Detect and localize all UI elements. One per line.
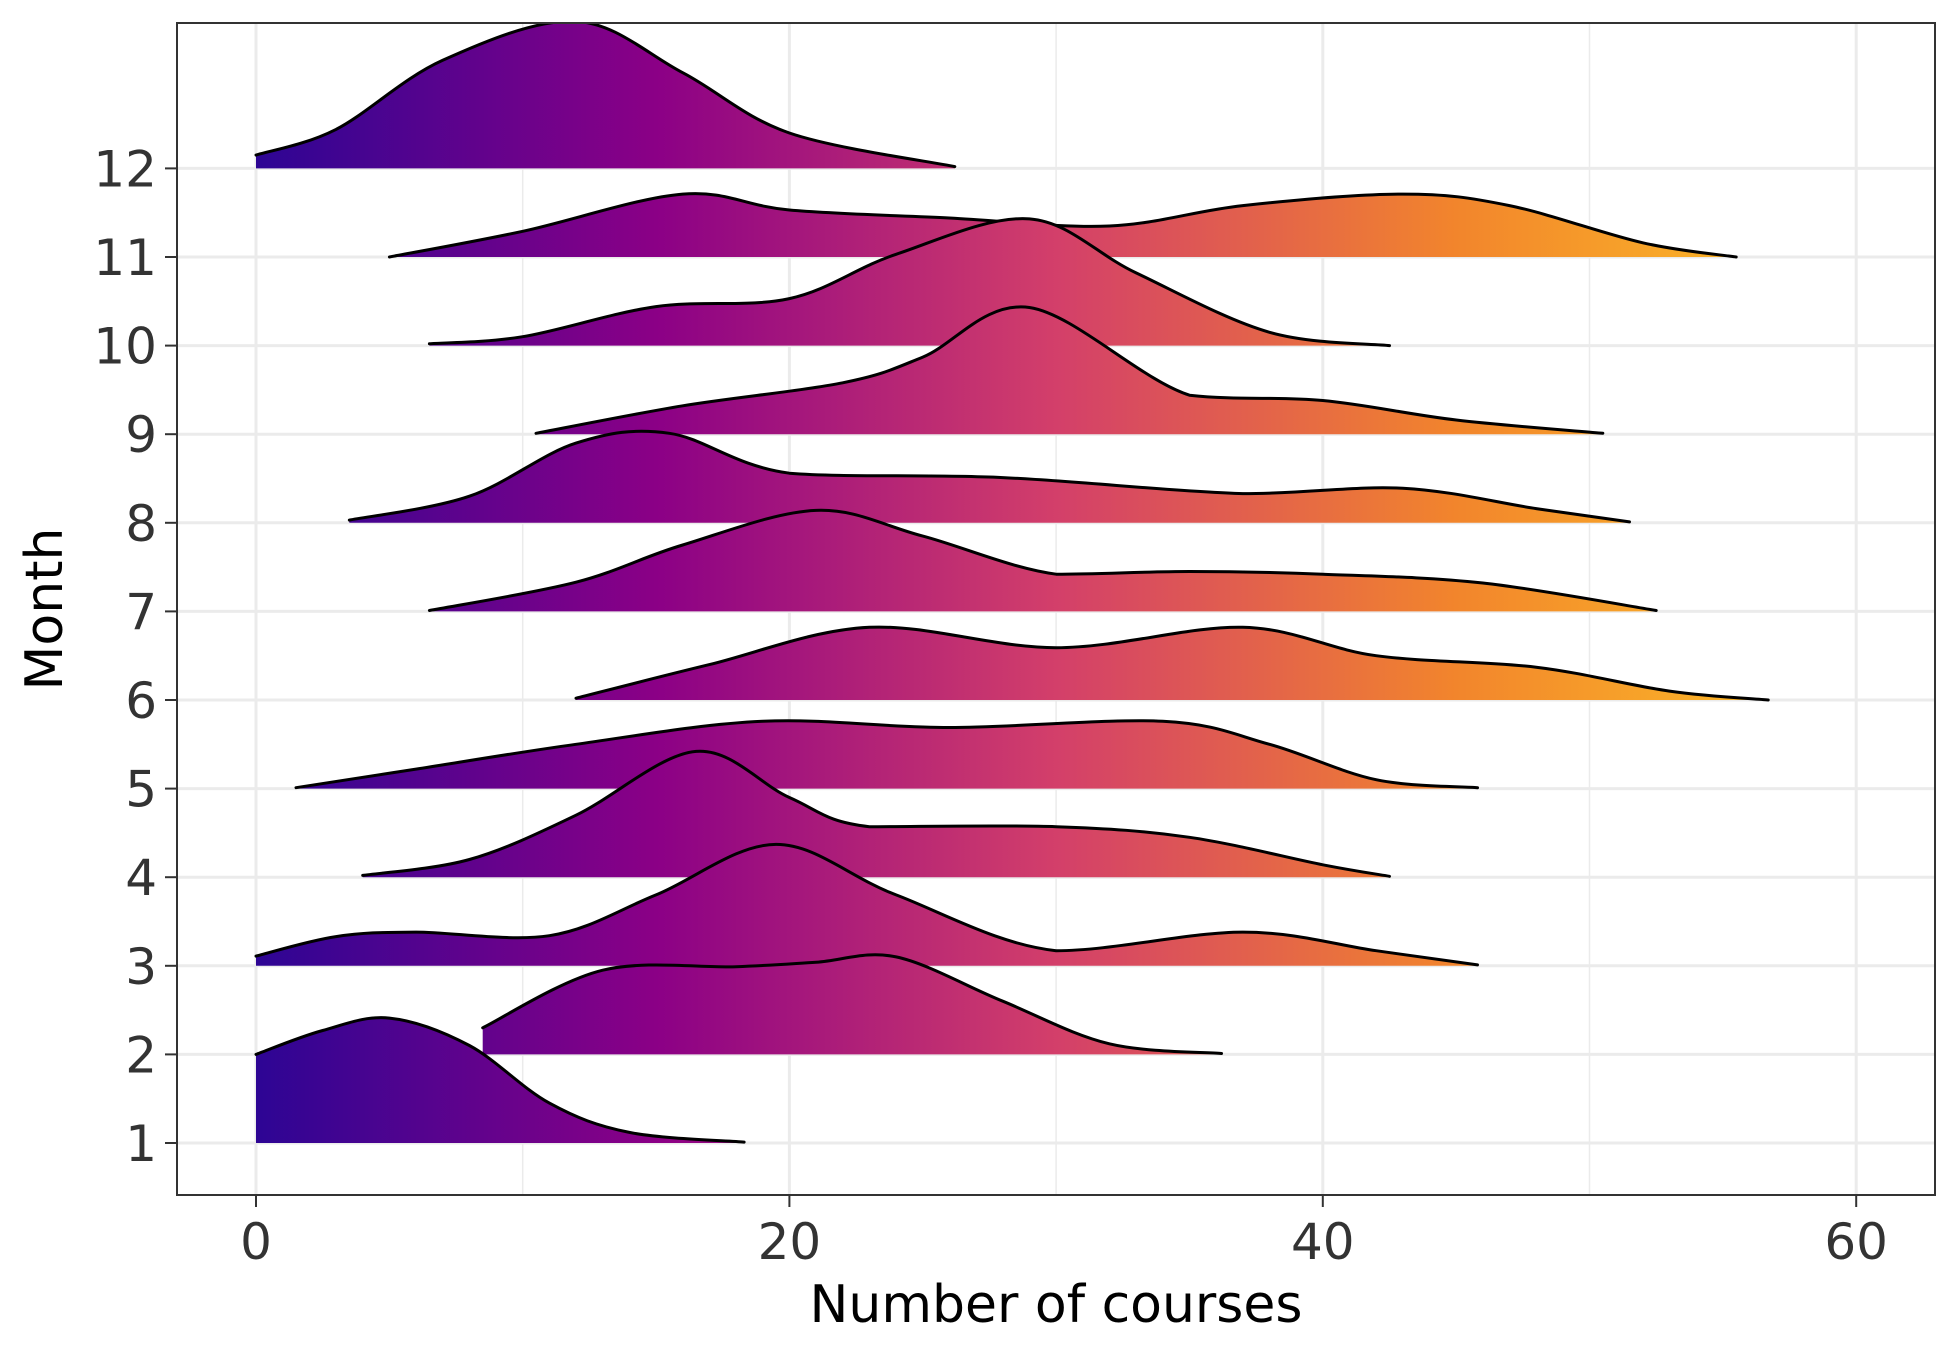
ridge-outline — [427, 217, 1391, 348]
ridge-outline — [294, 719, 1479, 790]
ridge-month-3 — [254, 842, 1479, 967]
x-tick-label: 20 — [758, 1213, 822, 1271]
ridge-outline — [254, 23, 957, 169]
ridge-month-2 — [481, 953, 1223, 1055]
ridge-month-1 — [254, 1016, 746, 1144]
ridge-fill — [482, 954, 1222, 1055]
ridge-outline — [347, 429, 1631, 524]
y-tick-label: 10 — [93, 318, 157, 376]
y-tick-label: 3 — [125, 938, 157, 996]
y-tick-label: 11 — [93, 229, 157, 287]
y-tick-label: 8 — [125, 495, 157, 553]
y-tick-label: 12 — [93, 140, 157, 198]
plot-border — [176, 22, 1936, 1196]
ridge-outline — [361, 749, 1391, 878]
ridge-outline — [574, 625, 1770, 702]
ridge-outline — [254, 842, 1479, 967]
y-axis-title: Month — [15, 528, 75, 691]
ridge-month-10 — [427, 217, 1391, 348]
y-tick-label: 6 — [125, 672, 157, 730]
ridge-fill — [362, 751, 1390, 878]
ridge-fill — [429, 510, 1657, 612]
ridge-fill — [429, 218, 1390, 346]
y-tick-label: 9 — [125, 406, 157, 464]
x-axis-title: Number of courses — [810, 1275, 1303, 1335]
ridge-outline — [481, 953, 1223, 1055]
ridge-month-7 — [427, 508, 1658, 612]
y-tick-label: 4 — [125, 849, 157, 907]
ridge-outline — [534, 305, 1605, 435]
ridge-outline — [427, 508, 1658, 612]
ridge-fill — [389, 193, 1737, 257]
ridge-fill — [349, 431, 1630, 523]
x-tick-label: 60 — [1824, 1213, 1888, 1271]
ridge-fill — [256, 1017, 745, 1143]
y-tick-label: 7 — [125, 583, 157, 641]
ridges — [254, 23, 1770, 1144]
ridge-fill — [256, 844, 1478, 966]
x-tick-label: 40 — [1291, 1213, 1355, 1271]
ridge-outline — [387, 192, 1738, 259]
ridge-month-11 — [387, 192, 1738, 259]
ridge-month-12 — [254, 23, 957, 169]
x-tick-label: 0 — [240, 1213, 272, 1271]
ridge-month-9 — [534, 305, 1605, 435]
y-tick-label: 5 — [125, 761, 157, 819]
ridge-month-6 — [574, 625, 1770, 702]
ridge-month-4 — [361, 749, 1391, 878]
ridge-month-5 — [294, 719, 1479, 790]
ridge-outline — [254, 1016, 746, 1144]
ridge-fill — [296, 720, 1478, 789]
ridge-month-8 — [347, 429, 1631, 524]
ridge-fill — [576, 627, 1769, 700]
y-tick-label: 1 — [125, 1115, 157, 1173]
y-tick-label: 2 — [125, 1026, 157, 1084]
ridge-fill — [256, 23, 955, 169]
